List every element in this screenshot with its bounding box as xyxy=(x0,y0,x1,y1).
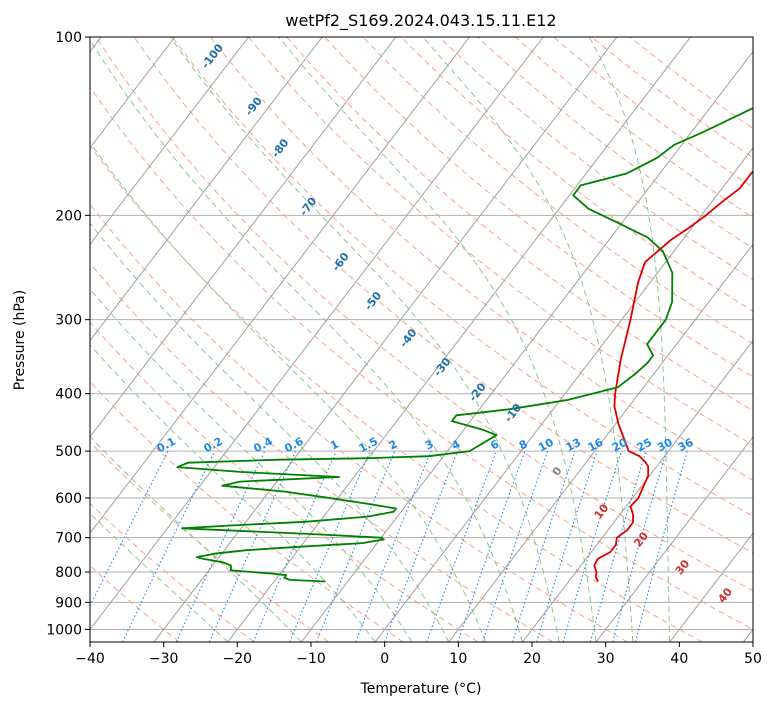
isotherm-line xyxy=(669,532,753,642)
mixing-ratio-line xyxy=(562,450,622,642)
moist-adiabat xyxy=(90,435,302,642)
mixing-ratio-line xyxy=(289,450,371,642)
mixing-ratio-label: 20 xyxy=(610,436,630,455)
dry-adiabat xyxy=(286,37,753,412)
y-axis-label: Pressure (hPa) xyxy=(12,290,28,390)
y-tick-label: 400 xyxy=(55,387,82,403)
temperature-trace xyxy=(593,170,753,582)
moist-adiabat xyxy=(169,37,560,642)
x-tick-label: 30 xyxy=(597,651,615,667)
mixing-ratio-line xyxy=(252,450,337,642)
mixing-ratio-line xyxy=(457,450,526,642)
isotherm-line xyxy=(90,37,397,438)
y-tick-label: 800 xyxy=(55,565,82,581)
plot-background xyxy=(90,37,753,642)
x-tick-label: −30 xyxy=(149,651,179,667)
chart-title: wetPf2_S169.2024.043.15.11.E12 xyxy=(285,11,556,31)
x-tick-label: 50 xyxy=(744,651,762,667)
moist-adiabat xyxy=(278,37,597,642)
mixing-ratio-line xyxy=(612,450,668,642)
isotherm-line xyxy=(90,37,176,149)
x-tick-label: −10 xyxy=(296,651,326,667)
mixing-ratio-line xyxy=(384,450,459,642)
isotherm-line xyxy=(90,37,323,342)
mixing-ratio-line xyxy=(315,450,396,642)
x-tick-label: 10 xyxy=(449,651,467,667)
moist-adiabat xyxy=(90,512,229,642)
mixing-ratio-line xyxy=(589,450,647,642)
moist-adiabat xyxy=(90,38,523,642)
isotherm-line xyxy=(90,37,544,631)
dry-adiabat xyxy=(90,203,628,642)
background-lines xyxy=(90,37,753,642)
isotherm-line xyxy=(90,37,470,534)
profile-traces xyxy=(176,107,753,583)
x-tick-label: 20 xyxy=(523,651,541,667)
x-tick-label: −20 xyxy=(223,651,253,667)
isotherm-line xyxy=(448,243,753,642)
mixing-ratio-line xyxy=(90,450,169,608)
mixing-ratio-label: 10 xyxy=(536,436,556,455)
moist-adiabat xyxy=(90,222,450,642)
dry-adiabat xyxy=(95,37,753,592)
mixing-ratio-label: 13 xyxy=(564,436,584,455)
y-tick-label: 200 xyxy=(55,208,82,224)
moist-adiabat xyxy=(422,37,634,642)
x-axis-label: Temperature (°C) xyxy=(360,681,482,697)
y-tick-label: 100 xyxy=(55,30,82,46)
isotherm-line xyxy=(595,436,753,642)
y-tick-label: 700 xyxy=(55,531,82,547)
moist-adiabat xyxy=(90,288,413,642)
dry-adiabat xyxy=(90,565,180,642)
y-axis-ticks: 100 200 300 400 500 600 700 800 900 1000 xyxy=(46,30,90,638)
dry-adiabat xyxy=(324,37,753,378)
mixing-ratio-line xyxy=(536,450,598,642)
dry-adiabat xyxy=(90,441,329,642)
y-tick-label: 1000 xyxy=(46,622,82,638)
mixing-ratio-line xyxy=(511,450,576,642)
y-tick-label: 900 xyxy=(55,595,82,611)
mixing-ratio-label: 16 xyxy=(586,435,606,454)
dry-adiabat xyxy=(90,262,553,642)
x-tick-label: 40 xyxy=(670,651,688,667)
x-tick-label: −40 xyxy=(75,651,105,667)
isotherm-line xyxy=(153,37,618,642)
mixing-ratio-line xyxy=(355,450,432,642)
moist-adiabat xyxy=(588,37,671,642)
mixing-ratio-line xyxy=(482,450,549,642)
mixing-ratio-line xyxy=(635,450,688,642)
mixing-ratio-label: 36 xyxy=(676,436,696,455)
mixing-ratio-label: 25 xyxy=(635,436,655,455)
isotherm-line xyxy=(90,37,249,246)
x-tick-label: 0 xyxy=(380,651,389,667)
dry-adiabat xyxy=(248,37,753,446)
y-tick-label: 600 xyxy=(55,491,82,507)
moist-adiabat xyxy=(90,141,487,642)
y-tick-label: 500 xyxy=(55,444,82,460)
dry-adiabat xyxy=(90,86,753,630)
isotherm-line xyxy=(227,37,691,642)
plot-frame xyxy=(89,36,754,643)
mixing-ratio-line xyxy=(426,450,497,642)
y-tick-label: 300 xyxy=(55,313,82,329)
x-axis-ticks: −40 −30 −20 −10 0 10 20 30 40 50 xyxy=(75,642,762,667)
dry-adiabat xyxy=(90,144,703,642)
isotherm-line xyxy=(521,339,753,642)
mixing-ratio-label: 30 xyxy=(655,436,675,455)
dewpoint-trace xyxy=(176,107,753,583)
isotherm-line xyxy=(374,147,753,642)
